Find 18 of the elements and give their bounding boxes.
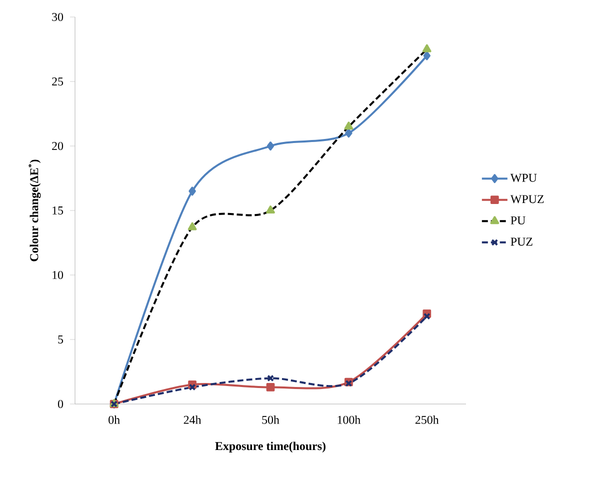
- legend-label: WPU: [510, 174, 537, 182]
- y-tick-label: 15: [52, 206, 64, 214]
- x-tick-label: 100h: [338, 415, 360, 424]
- legend-label: PU: [510, 216, 526, 224]
- legend-label: WPUZ: [510, 195, 544, 204]
- x-tick-label: 24h: [184, 415, 202, 424]
- y-tick-label: 30: [52, 12, 64, 22]
- legend-label: PUZ: [510, 238, 532, 246]
- x-tick-label: 0h: [108, 415, 120, 424]
- x-tick-label: 250h: [415, 415, 439, 424]
- y-tick-label: 25: [52, 77, 64, 86]
- y-tick-label: 10: [52, 270, 64, 280]
- x-axis-title: Exposure time(hours): [215, 442, 326, 453]
- y-tick-label: 20: [52, 142, 64, 150]
- y-tick-label: 5: [58, 336, 64, 344]
- y-tick-label: 0: [58, 400, 64, 408]
- y-axis-title: Colour change(ΔE$^{*}$): [28, 160, 41, 262]
- x-tick-label: 50h: [262, 415, 280, 424]
